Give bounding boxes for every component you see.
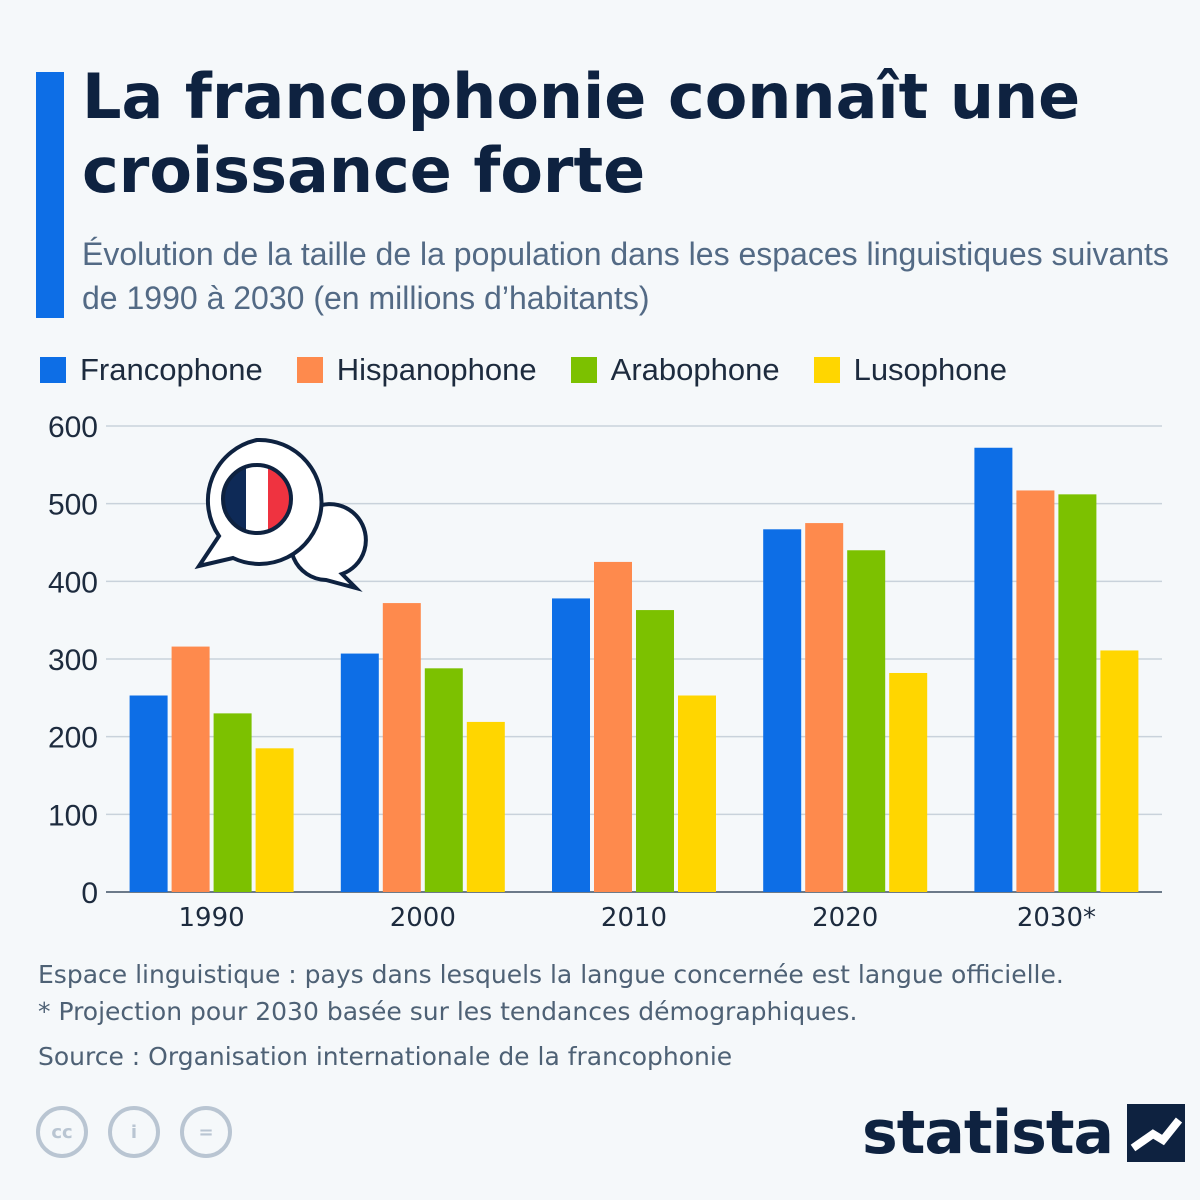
legend-label-lusophone: Lusophone [853, 352, 1008, 387]
legend-swatch-hispanophone [296, 357, 323, 383]
x-tick-label: 2000 [390, 903, 456, 933]
definition-note: Espace linguistique : pays dans lesquels… [38, 960, 1064, 989]
bar-hispanophone-2030 [1016, 490, 1055, 892]
footnotes: Espace linguistique : pays dans lesquels… [38, 956, 1178, 1075]
no-derivatives-icon[interactable]: = [180, 1106, 232, 1158]
bar-francophone-2030 [974, 447, 1013, 892]
license-icons: cc i = [36, 1106, 252, 1158]
y-axis-ticks: 0 100 200 300 400 500 600 [48, 411, 98, 910]
chart-title: La francophonie connaît une croissance f… [82, 60, 1081, 207]
bar-francophone-2020 [763, 529, 802, 892]
legend-swatch-arabophone [570, 357, 597, 383]
bars [129, 447, 1139, 892]
bar-hispanophone-1990 [171, 646, 210, 892]
bar-arabophone-2010 [636, 610, 674, 892]
french-flag-speech-bubble-icon [194, 437, 368, 592]
bar-hispanophone-2020 [805, 523, 844, 892]
bar-francophone-2010 [552, 598, 590, 892]
bar-arabophone-1990 [213, 713, 252, 892]
y-tick-label: 200 [48, 722, 98, 755]
y-tick-label: 100 [48, 799, 98, 832]
x-axis-ticks: 1990 2000 2010 2020 2030* [179, 903, 1096, 933]
y-tick-label: 600 [48, 411, 98, 444]
x-tick-label: 2010 [601, 903, 667, 933]
x-tick-label: 1990 [179, 903, 245, 933]
brand-name: statista [862, 1098, 1114, 1168]
legend-label-arabophone: Arabophone [610, 352, 780, 387]
bar-francophone-2000 [340, 653, 379, 892]
x-tick-label: 2030* [1017, 903, 1096, 933]
bar-francophone-1990 [129, 695, 168, 892]
cc-icon[interactable]: cc [36, 1106, 88, 1158]
y-tick-label: 400 [48, 566, 98, 599]
chart-subtitle: Évolution de la taille de la population … [82, 236, 1169, 316]
bar-lusophone-2030 [1100, 650, 1139, 892]
bar-chart: 0 100 200 300 400 500 600 1990 2000 2010 2020 2030… [48, 411, 1162, 933]
bar-lusophone-2000 [466, 721, 505, 892]
y-tick-label: 300 [48, 644, 98, 677]
bar-arabophone-2000 [424, 668, 463, 892]
bar-arabophone-2030 [1058, 494, 1097, 892]
bar-hispanophone-2010 [594, 561, 632, 892]
projection-note: * Projection pour 2030 basée sur les ten… [38, 997, 858, 1026]
title-accent-bar [36, 72, 64, 318]
bar-hispanophone-2000 [382, 603, 421, 892]
chart-legend: Francophone Hispanophone Arabophone Luso… [40, 350, 1041, 390]
legend-swatch-francophone [40, 357, 66, 383]
x-tick-label: 2020 [812, 903, 878, 933]
y-tick-label: 0 [81, 877, 98, 910]
legend-label-hispanophone: Hispanophone [336, 352, 537, 387]
legend-item-lusophone: Lusophone [813, 352, 1008, 388]
legend-item-arabophone: Arabophone [570, 352, 780, 388]
legend-item-francophone: Francophone [40, 352, 263, 388]
attribution-icon[interactable]: i [108, 1106, 160, 1158]
statista-logo[interactable]: statista [862, 1098, 1186, 1168]
bar-lusophone-1990 [255, 748, 294, 892]
legend-swatch-lusophone [813, 357, 840, 383]
legend-item-hispanophone: Hispanophone [296, 352, 537, 388]
y-tick-label: 500 [48, 489, 98, 522]
source-note: Source : Organisation internationale de … [38, 1042, 733, 1071]
legend-label-francophone: Francophone [80, 352, 263, 387]
bar-lusophone-2020 [889, 672, 928, 892]
bar-lusophone-2010 [678, 695, 716, 892]
bar-arabophone-2020 [847, 550, 886, 892]
statista-mark-icon [1127, 1104, 1186, 1162]
